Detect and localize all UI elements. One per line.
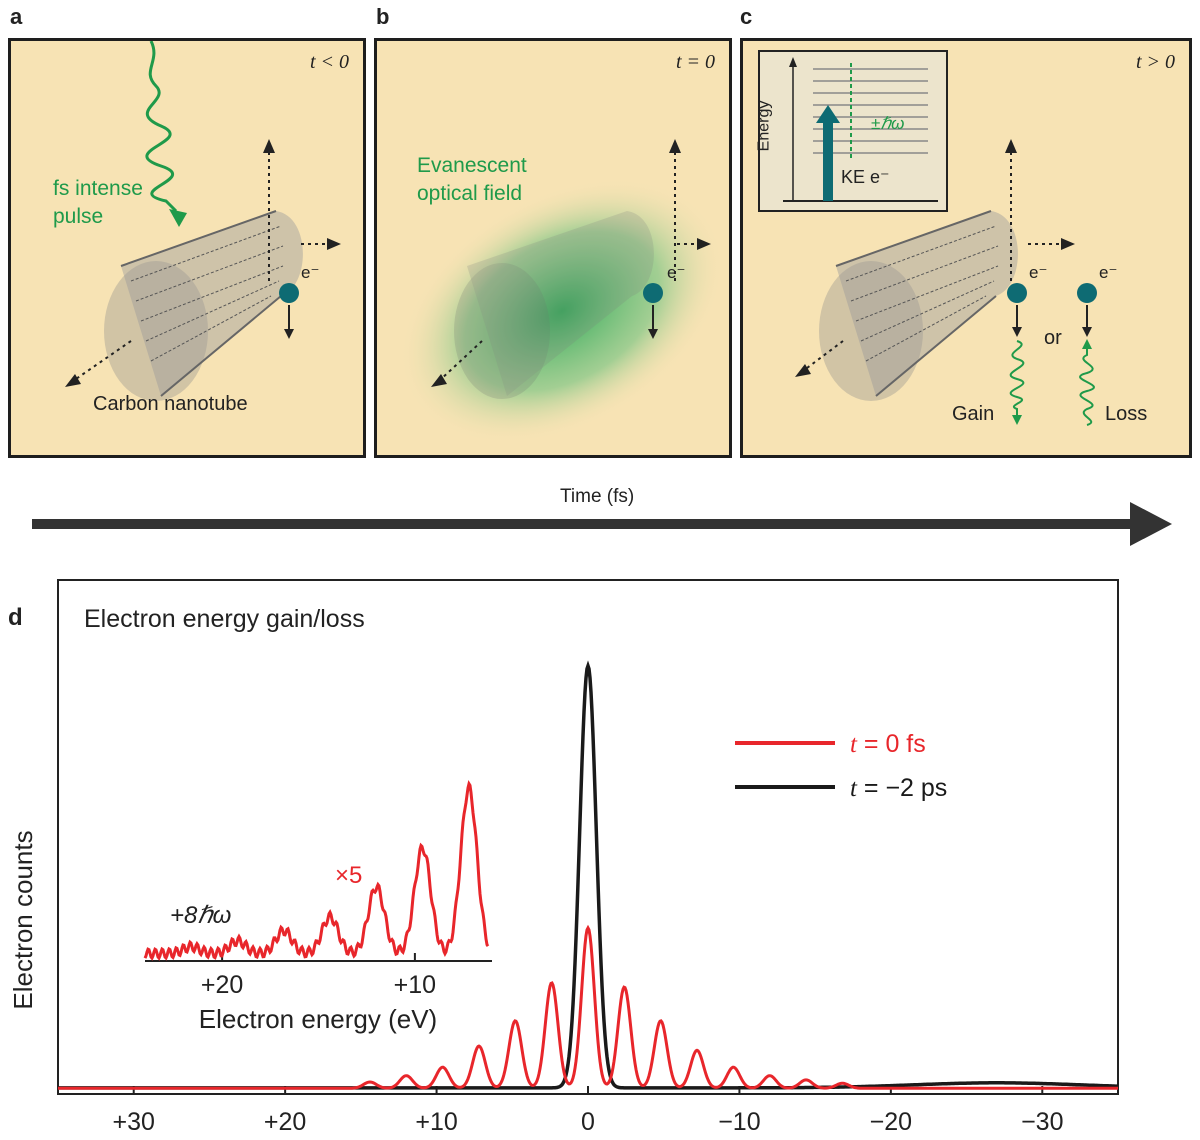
x-tick-label: −30: [1021, 1108, 1063, 1136]
pulse-arrowhead-icon: [169, 209, 187, 227]
field-label-1: Evanescent: [417, 154, 527, 177]
electron-icon-b: [643, 283, 663, 303]
gain-wave-icon: [1009, 340, 1025, 417]
panel-b: t = 0 Evanescent optical field e⁻: [374, 38, 732, 458]
inset-order-label: +8ℏω: [170, 902, 231, 929]
panel-letter-c: c: [740, 4, 753, 29]
time-arrow-icon: [32, 502, 1172, 546]
electron-gain-icon: [1007, 283, 1027, 303]
panel-letter-a: a: [10, 4, 23, 29]
panel-c-illustration: [758, 50, 1097, 426]
x-tick-label: +20: [264, 1108, 306, 1136]
panel-b-illustration: [399, 139, 725, 444]
x-tick-label: −20: [870, 1108, 912, 1136]
pulse-label-2: pulse: [53, 205, 104, 228]
electron-icon: [279, 283, 299, 303]
electron-label-c2: e⁻: [1099, 263, 1118, 282]
electron-label-b: e⁻: [667, 263, 686, 282]
gain-label: Gain: [952, 403, 995, 425]
evanescent-field-icon: [399, 178, 725, 444]
time-label-a: t < 0: [309, 51, 349, 73]
panel-letter-d: d: [8, 604, 23, 631]
time-axis-label: Time (fs): [560, 486, 635, 507]
chart-title: Electron energy gain/loss: [84, 605, 365, 633]
panel-a-illustration: [65, 41, 341, 401]
field-label-2: optical field: [417, 182, 523, 205]
light-pulse-icon: [145, 41, 178, 213]
nanotube-icon-b: [454, 211, 654, 399]
inset-multiplier: ×5: [335, 862, 362, 889]
legend: t = 0 fs t = −2 ps: [735, 730, 947, 802]
nanotube-label: Carbon nanotube: [93, 393, 248, 415]
panel-c: t > 0: [740, 38, 1192, 458]
hw-label: ±ℏω: [871, 114, 905, 133]
loss-label: Loss: [1105, 403, 1148, 425]
y-axis-label: Electron counts: [8, 830, 38, 1009]
or-label: or: [1044, 327, 1062, 349]
x-tick-label: 0: [581, 1108, 595, 1136]
inset-tick-label: +20: [201, 971, 243, 999]
nanotube-icon: [104, 210, 303, 401]
x-tick-label: −10: [718, 1108, 760, 1136]
x-tick-label: +10: [415, 1108, 457, 1136]
panel-letter-b: b: [376, 4, 390, 29]
energy-inset-box: [758, 50, 948, 212]
nanotube-icon-c: [819, 210, 1018, 401]
energy-axis-label: Energy: [755, 100, 773, 152]
ke-label: KE e⁻: [841, 167, 890, 187]
electron-label-c1: e⁻: [1029, 263, 1048, 282]
time-label-b: t = 0: [675, 51, 715, 73]
ke-arrow-icon: [823, 121, 833, 201]
inset-tick-label: +10: [394, 971, 436, 999]
inset-curve: [143, 779, 490, 961]
inset-x-label: Electron energy (eV): [199, 1004, 437, 1034]
x-tick-label: +30: [113, 1108, 155, 1136]
loss-wave-icon: [1079, 347, 1095, 426]
spectrum-chart: Electron energy gain/loss Electron count…: [8, 579, 1119, 1136]
series-line-t-0fs: [58, 924, 1118, 1090]
legend-label-t0: t = 0 fs: [850, 730, 926, 758]
electron-label-a: e⁻: [301, 263, 320, 282]
electron-loss-icon: [1077, 283, 1097, 303]
pulse-label-1: fs intense: [53, 177, 143, 200]
panel-a: t < 0 fs intense pulse e⁻ Carbon nanotub…: [8, 38, 366, 458]
legend-label-t2ps: t = −2 ps: [850, 774, 947, 802]
time-label-c: t > 0: [1135, 51, 1175, 73]
